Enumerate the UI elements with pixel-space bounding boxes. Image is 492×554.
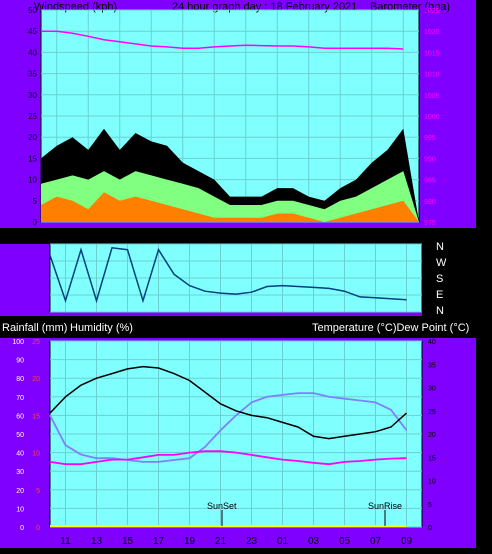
humidity-y-tick-label: 0 <box>20 525 24 532</box>
sunrise-label: SunRise <box>368 501 402 511</box>
rainfall-axis-title: Rainfall (mm) <box>2 322 67 334</box>
humidity-y-tick-label: 70 <box>16 395 24 402</box>
temp-x-tick-label: 13 <box>91 536 103 547</box>
compass-s: S <box>436 273 443 285</box>
humidity-y-tick-label: 60 <box>16 413 24 420</box>
wind-minimum-area <box>41 192 419 222</box>
wind-y-tick-label: 45 <box>28 27 37 36</box>
barometer-y-tick-label: 1025 <box>424 8 440 15</box>
compass-n-top: N <box>436 241 444 253</box>
temp-x-tick-label: 23 <box>246 536 258 547</box>
wind-y-tick-label: 25 <box>28 112 37 121</box>
humidity-y-tick-label: 10 <box>16 506 24 513</box>
humidity-y-tick-label: 50 <box>16 432 24 439</box>
humidity-y-tick-label: 20 <box>16 488 24 495</box>
temperature-y-tick-label: 40 <box>428 339 436 346</box>
bottom-edge-strip <box>0 548 492 554</box>
separator-1 <box>0 228 476 244</box>
rainfall-y-tick-label: 15 <box>32 413 40 420</box>
wind-x-tick-label: 05 <box>335 228 347 239</box>
separator-2 <box>0 316 476 338</box>
compass-n-bottom: N <box>436 305 444 317</box>
rainfall-y-tick-label: 10 <box>32 451 40 458</box>
wind-y-tick-label: 20 <box>28 133 37 142</box>
wind-y-tick-label: 40 <box>28 48 37 57</box>
temperature-line <box>49 365 408 440</box>
wind-y-tick-label: 5 <box>33 197 38 206</box>
temp-x-tick-label: 11 <box>60 536 71 547</box>
temperature-y-tick-label: 15 <box>428 455 436 462</box>
dewpoint-line <box>49 450 407 466</box>
wind-x-tick-label: 21 <box>209 228 221 239</box>
rainfall-y-tick-label: 5 <box>36 488 40 495</box>
wind-x-tick-label: 11 <box>52 228 63 239</box>
humidity-y-tick-label: 90 <box>16 358 24 365</box>
wind-x-tick-label: 01 <box>272 228 284 239</box>
humidity-y-tick-label: 100 <box>12 339 24 346</box>
temperature-chart: 0102030405060708090100051015202505101520… <box>12 339 436 547</box>
temperature-y-tick-label: 5 <box>428 502 432 509</box>
humidity-y-tick-label: 30 <box>16 469 24 476</box>
direction-line <box>49 246 407 304</box>
wind-x-tick-label: 07 <box>366 228 378 239</box>
wind-y-tick-label: 0 <box>33 218 38 227</box>
rainfall-y-tick-label: 25 <box>32 339 40 346</box>
wind-x-tick-label: 09 <box>398 228 410 239</box>
temperature-y-tick-label: 20 <box>428 432 436 439</box>
wind-y-tick-label: 50 <box>28 6 37 15</box>
humidity-line <box>49 392 408 463</box>
barometer-y-tick-label: 985 <box>424 178 436 185</box>
barometer-y-tick-label: 975 <box>424 220 436 227</box>
temperature-y-tick-label: 10 <box>428 479 436 486</box>
temperature-y-tick-label: 25 <box>428 409 436 416</box>
temperature-y-tick-label: 0 <box>428 525 432 532</box>
wind-x-tick-label: 15 <box>114 228 126 239</box>
barometer-y-tick-label: 1010 <box>424 72 440 79</box>
humidity-y-tick-label: 80 <box>16 376 24 383</box>
barometer-y-tick-label: 1020 <box>424 29 440 36</box>
barometer-y-tick-label: 995 <box>424 135 436 142</box>
temp-x-tick-label: 17 <box>153 536 165 547</box>
wind-x-tick-label: 13 <box>83 228 95 239</box>
barometer-y-tick-label: 1005 <box>424 93 440 100</box>
barometer-y-tick-label: 980 <box>424 199 436 206</box>
wind-y-tick-label: 10 <box>28 176 37 185</box>
wind-y-tick-label: 30 <box>28 91 37 100</box>
temp-x-tick-label: 05 <box>339 536 351 547</box>
wind-chart: 0510152025303540455097598098599099510001… <box>28 6 440 239</box>
wind-y-tick-label: 15 <box>28 154 37 163</box>
rainfall-y-tick-label: 0 <box>36 525 40 532</box>
temp-x-tick-label: 07 <box>370 536 382 547</box>
temp-x-tick-label: 21 <box>215 536 227 547</box>
sunset-label: SunSet <box>207 501 237 511</box>
temperature-y-tick-label: 35 <box>428 362 436 369</box>
temp-x-tick-label: 15 <box>122 536 134 547</box>
barometer-y-tick-label: 1000 <box>424 114 440 121</box>
temp-x-tick-label: 09 <box>401 536 413 547</box>
wind-y-tick-label: 35 <box>28 70 37 79</box>
temperature-axis-title: Temperature (°C)Dew Point (°C) <box>312 322 469 334</box>
temp-x-tick-label: 19 <box>184 536 196 547</box>
wind-axis-title: Windspeed (kph) <box>34 1 117 13</box>
right-edge-strip <box>476 0 492 554</box>
barometer-y-tick-label: 1015 <box>424 50 440 57</box>
temp-x-tick-label: 03 <box>308 536 320 547</box>
chart-title: 24 hour graph day : 18 February 2021 <box>172 1 357 13</box>
compass-e: E <box>436 289 443 301</box>
wind-x-tick-label: 23 <box>240 228 252 239</box>
barometer-line <box>41 30 404 50</box>
direction-chart <box>49 243 422 313</box>
compass-w: W <box>436 257 447 269</box>
barometer-y-tick-label: 990 <box>424 156 436 163</box>
humidity-axis-title: Humidity (%) <box>70 322 133 334</box>
wind-x-tick-label: 03 <box>303 228 315 239</box>
temperature-y-tick-label: 30 <box>428 386 436 393</box>
wind-x-tick-label: 19 <box>177 228 189 239</box>
temp-x-tick-label: 01 <box>277 536 289 547</box>
humidity-y-tick-label: 40 <box>16 451 24 458</box>
rainfall-y-tick-label: 20 <box>32 376 40 383</box>
wind-x-tick-label: 17 <box>146 228 158 239</box>
